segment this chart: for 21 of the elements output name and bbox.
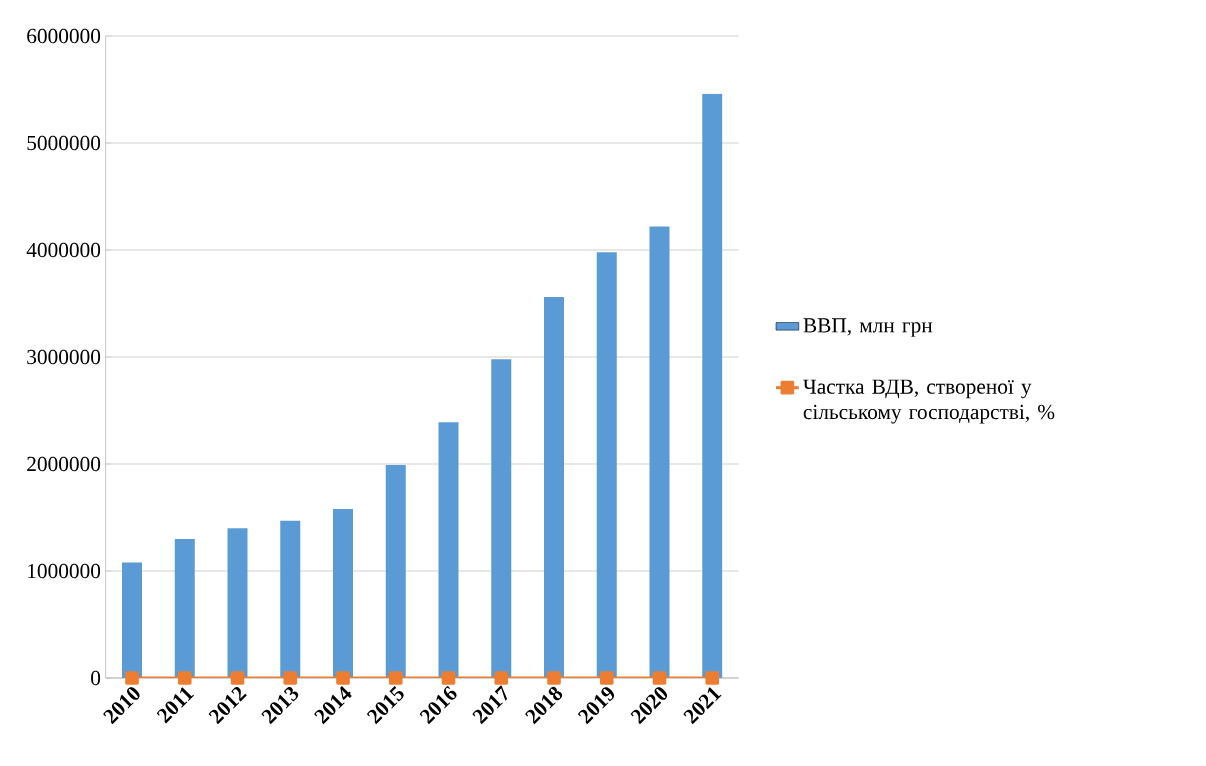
y-tick-label: 2000000 [27, 456, 101, 472]
y-tick-label: 0 [91, 670, 101, 686]
y-tick-label: 1000000 [28, 563, 101, 579]
bar [122, 562, 143, 678]
y-tick-label: 4000000 [26, 242, 101, 258]
bar [385, 465, 406, 678]
bar [702, 93, 723, 678]
bar [544, 297, 564, 678]
legend-label: Частка ВДВ, створеної у сільському господарстві, % [803, 379, 1055, 424]
bar [438, 422, 459, 678]
bar [280, 520, 301, 678]
bar [596, 252, 617, 678]
bar [491, 359, 512, 678]
bar [649, 226, 670, 678]
bar [227, 528, 248, 678]
bar [333, 508, 354, 678]
y-tick-label: 5000000 [27, 135, 101, 151]
y-tick-label: 3000000 [27, 349, 101, 365]
y-tick-label: 6000000 [27, 28, 101, 44]
bar [174, 538, 195, 678]
legend-label: ВВП, млн грн [803, 318, 933, 337]
